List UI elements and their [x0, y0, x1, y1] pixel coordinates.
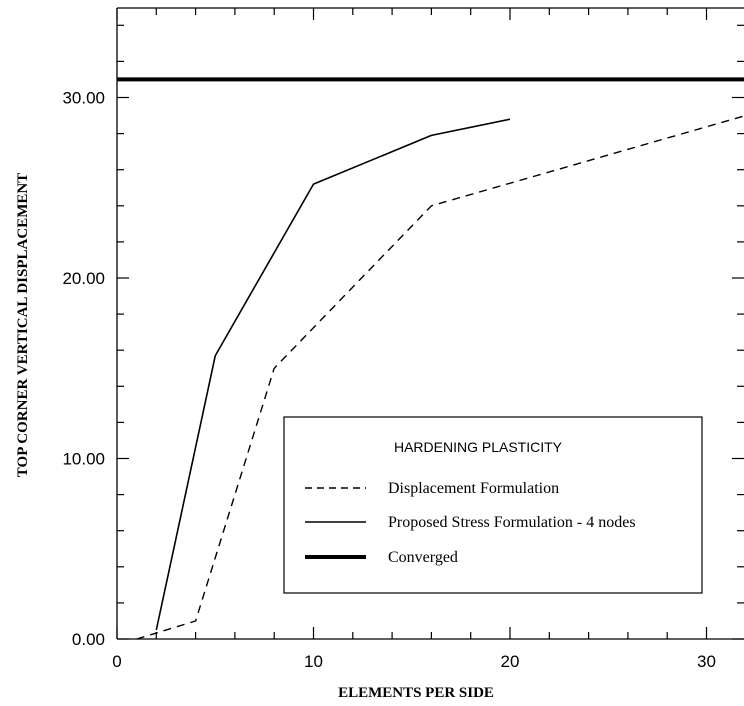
- series-lines: [117, 77, 744, 640]
- series-displacement-line: [136, 115, 744, 640]
- x-axis-title: ELEMENTS PER SIDE: [338, 685, 494, 701]
- legend-label-converged: Converged: [388, 549, 458, 566]
- x-tick-label: 10: [304, 652, 323, 671]
- tick-labels: 0 10 20 30 0.00 10.00 20.00 30.00: [62, 89, 716, 672]
- x-tick-label: 30: [697, 652, 716, 671]
- series-stress-line: [155, 118, 511, 631]
- plot-frame: [116, 7, 744, 640]
- legend-title: HARDENING PLASTICITY: [394, 439, 563, 455]
- y-tick-label: 0.00: [72, 630, 105, 649]
- legend: HARDENING PLASTICITY Displacement Formul…: [283, 416, 703, 594]
- legend-box: [283, 416, 703, 594]
- y-axis-title: TOP CORNER VERTICAL DISPLACEMENT: [15, 173, 31, 477]
- axis-ticks: [116, 8, 744, 640]
- x-tick-label: 0: [112, 652, 121, 671]
- y-tick-label: 20.00: [62, 269, 105, 288]
- legend-label-displacement: Displacement Formulation: [388, 480, 559, 497]
- legend-label-stress: Proposed Stress Formulation - 4 nodes: [388, 514, 636, 531]
- x-tick-label: 20: [501, 652, 520, 671]
- y-tick-label: 30.00: [62, 89, 105, 108]
- y-tick-label: 10.00: [62, 450, 105, 469]
